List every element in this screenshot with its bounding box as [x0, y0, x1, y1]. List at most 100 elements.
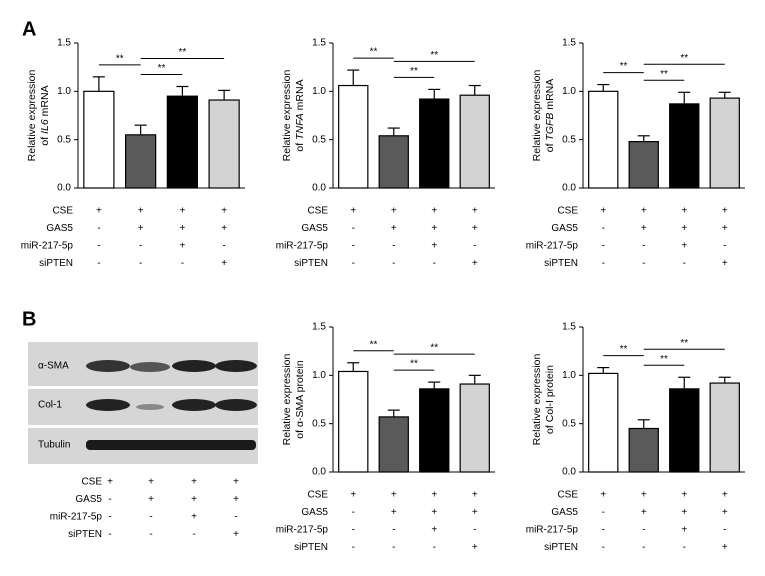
condition-sign: + [681, 507, 687, 518]
significance-label: ** [430, 343, 438, 354]
significance-label: ** [680, 338, 688, 349]
y-tick-label: 0.0 [562, 467, 576, 478]
condition-sign: - [192, 529, 195, 540]
bar [378, 135, 409, 189]
y-tick-label: 0.5 [562, 134, 576, 145]
condition-sign: + [641, 223, 647, 234]
y-axis-label-line: of IL6 mRNA [39, 85, 51, 145]
condition-sign: + [233, 529, 239, 540]
condition-sign: + [600, 206, 606, 217]
condition-label: CSE [81, 477, 102, 488]
bar [459, 94, 490, 189]
condition-label: siPTEN [68, 529, 102, 540]
condition-sign: - [723, 525, 726, 536]
y-tick-label: 1.0 [57, 86, 71, 97]
condition-sign: - [642, 241, 645, 252]
y-axis-label-line: of Col-I protein [544, 365, 556, 434]
y-tick-label: 1.5 [57, 38, 71, 49]
condition-label: miR-217-5p [526, 241, 579, 252]
condition-sign: - [602, 542, 605, 553]
condition-label: miR-217-5p [276, 525, 329, 536]
significance-label: ** [620, 61, 628, 72]
condition-sign: - [108, 494, 111, 505]
condition-sign: + [722, 542, 728, 553]
western-blot [28, 342, 258, 464]
condition-sign: + [431, 223, 437, 234]
condition-sign: - [234, 512, 237, 523]
y-axis-label-line: Relative expression [281, 354, 293, 446]
condition-sign: + [138, 223, 144, 234]
condition-sign: + [191, 477, 197, 488]
condition-label: miR-217-5p [526, 525, 579, 536]
condition-sign: + [472, 507, 478, 518]
condition-label: GAS5 [551, 223, 578, 234]
condition-sign: - [97, 241, 100, 252]
bar [419, 388, 450, 473]
condition-sign: + [191, 512, 197, 523]
condition-sign: + [431, 206, 437, 217]
panel-label: B [22, 308, 36, 330]
y-axis-label-part: mRNA [39, 85, 51, 119]
significance-label: ** [620, 344, 628, 355]
condition-sign: - [108, 512, 111, 523]
condition-sign: + [472, 206, 478, 217]
condition-label: siPTEN [294, 542, 328, 553]
condition-sign: + [221, 206, 227, 217]
condition-sign: + [722, 206, 728, 217]
condition-sign: + [600, 490, 606, 501]
condition-label: GAS5 [75, 494, 102, 505]
condition-sign: - [642, 525, 645, 536]
condition-sign: + [722, 258, 728, 269]
condition-sign: + [391, 206, 397, 217]
blot-band [130, 362, 170, 372]
y-tick-label: 0.5 [312, 134, 326, 145]
y-tick-label: 1.0 [312, 86, 326, 97]
condition-label: siPTEN [544, 258, 578, 269]
condition-sign: - [108, 529, 111, 540]
condition-sign: + [391, 490, 397, 501]
condition-sign: - [433, 542, 436, 553]
condition-sign: - [473, 525, 476, 536]
condition-sign: + [472, 258, 478, 269]
y-tick-label: 0.0 [57, 183, 71, 194]
blot-band [86, 399, 130, 411]
condition-sign: - [352, 542, 355, 553]
y-axis-label-part: mRNA [294, 79, 306, 113]
condition-sign: - [392, 525, 395, 536]
condition-sign: + [221, 258, 227, 269]
condition-label: miR-217-5p [21, 241, 74, 252]
bar [378, 416, 409, 473]
condition-sign: + [431, 241, 437, 252]
condition-sign: - [181, 258, 184, 269]
condition-label: siPTEN [39, 258, 73, 269]
bar [588, 90, 619, 189]
bar [83, 90, 115, 189]
condition-sign: + [350, 206, 356, 217]
condition-sign: + [722, 507, 728, 518]
y-axis-label-line: Relative expression [531, 70, 543, 162]
y-tick-label: 1.0 [312, 370, 326, 381]
blot-band [86, 440, 256, 450]
y-axis-label-part: protein [544, 365, 556, 400]
y-axis-label-line: Relative expression [281, 70, 293, 162]
condition-sign: + [179, 206, 185, 217]
condition-sign: + [641, 206, 647, 217]
blot-band [172, 360, 216, 372]
y-axis-label-line: of TNFA mRNA [294, 79, 306, 151]
y-axis-label-part: of [39, 134, 51, 146]
significance-label: ** [158, 63, 166, 74]
bar [669, 388, 700, 473]
y-axis-label-part: of [294, 140, 306, 152]
condition-sign: - [139, 258, 142, 269]
bar [419, 98, 450, 189]
y-tick-label: 0.0 [562, 183, 576, 194]
condition-sign: + [191, 494, 197, 505]
significance-label: ** [370, 47, 378, 58]
y-axis-label-line: of α-SMA protein [294, 360, 306, 439]
blot-band [86, 360, 130, 372]
significance-label: ** [680, 53, 688, 64]
y-axis-label-line: Relative expression [26, 70, 38, 162]
bar [709, 382, 740, 473]
bar [628, 141, 659, 189]
